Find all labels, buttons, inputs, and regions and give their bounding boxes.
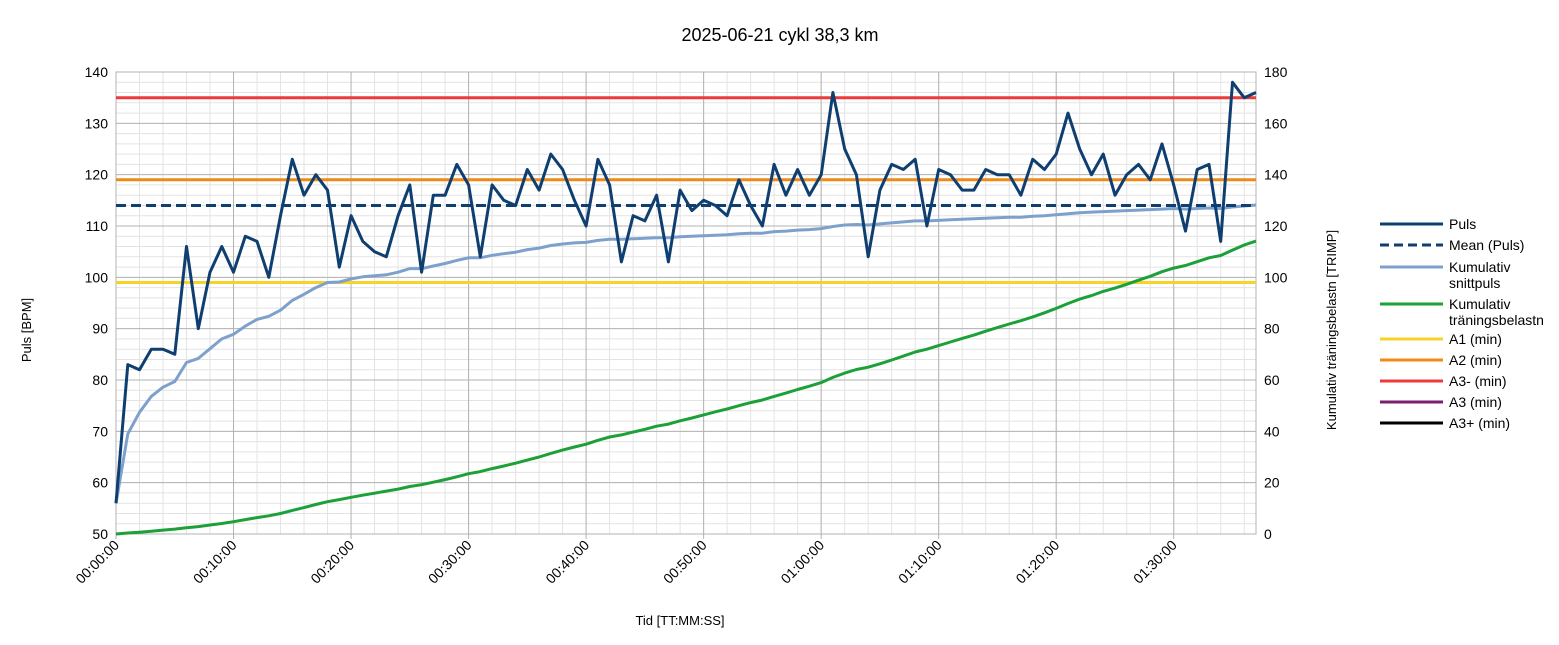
x-axis-ticks: 00:00:00 00:10:00 00:20:00 00:30:00 00:40:00… xyxy=(72,537,1180,587)
y-tick-label: 130 xyxy=(85,115,109,131)
y2-tick-label: 0 xyxy=(1264,526,1272,542)
y-tick-label: 80 xyxy=(92,372,108,388)
x-tick-label: 01:30:00 xyxy=(1130,537,1180,587)
y-tick-label: 120 xyxy=(85,167,109,183)
y-tick-label: 110 xyxy=(86,218,109,234)
legend-entry: Kumulativ snittpuls xyxy=(1449,259,1510,291)
y-tick-label: 60 xyxy=(92,475,108,491)
x-axis-label: Tid [TT:MM:SS] xyxy=(635,613,724,628)
y-axis-ticks: 50 60 70 80 90 100 110 120 130 140 xyxy=(85,64,109,542)
legend-entry: A3 (min) xyxy=(1449,394,1502,410)
x-tick-label: 01:20:00 xyxy=(1012,537,1062,587)
legend-entry: A1 (min) xyxy=(1449,331,1502,347)
y2-tick-label: 140 xyxy=(1264,167,1288,183)
series-line-kumulativ-snittpuls xyxy=(114,203,1257,504)
x-tick-label: 00:30:00 xyxy=(425,537,475,587)
y2-tick-label: 100 xyxy=(1264,269,1288,285)
y2-tick-label: 20 xyxy=(1264,475,1280,491)
series-layer xyxy=(114,80,1257,536)
x-tick-label: 01:10:00 xyxy=(895,537,945,587)
legend-entry: Kumulativ träningsbelastn xyxy=(1449,296,1544,328)
legend-entry: A2 (min) xyxy=(1449,352,1502,368)
y2-tick-label: 40 xyxy=(1264,423,1280,439)
y-axis-label: Puls [BPM] xyxy=(19,298,34,362)
y2-axis-label: Kumulativ träningsbelastn [TRIMP] xyxy=(1324,230,1339,430)
x-tick-label: 00:20:00 xyxy=(307,537,357,587)
legend: Puls Mean (Puls) Kumulativ snittpuls Kumulat… xyxy=(1380,216,1544,431)
y-tick-label: 90 xyxy=(92,321,108,337)
legend-entry: A3- (min) xyxy=(1449,373,1507,389)
y-tick-label: 140 xyxy=(85,64,109,80)
series-line-puls xyxy=(114,80,1257,504)
y2-tick-label: 180 xyxy=(1264,64,1288,80)
y2-tick-label: 80 xyxy=(1264,321,1280,337)
plot-area-frame xyxy=(115,71,1257,535)
legend-entry: Puls xyxy=(1449,216,1476,232)
x-tick-label: 00:10:00 xyxy=(190,537,240,587)
x-tick-label: 00:00:00 xyxy=(72,537,122,587)
y2-tick-label: 160 xyxy=(1264,115,1288,131)
y-tick-label: 100 xyxy=(85,269,109,285)
series-line-kumulativ-träningsbelastn xyxy=(115,239,1257,536)
x-tick-label: 00:50:00 xyxy=(660,537,710,587)
x-tick-label: 00:40:00 xyxy=(542,537,592,587)
y-tick-label: 70 xyxy=(92,423,108,439)
legend-entry: Mean (Puls) xyxy=(1449,237,1524,253)
x-tick-label: 01:00:00 xyxy=(777,537,827,587)
legend-entry: A3+ (min) xyxy=(1449,415,1510,431)
chart-title: 2025-06-21 cykl 38,3 km xyxy=(681,25,878,45)
y2-tick-label: 120 xyxy=(1264,218,1288,234)
y-tick-label: 50 xyxy=(92,526,108,542)
y2-tick-label: 60 xyxy=(1264,372,1280,388)
y2-axis-ticks: 0 20 40 60 80 100 120 140 160 180 xyxy=(1264,64,1288,542)
